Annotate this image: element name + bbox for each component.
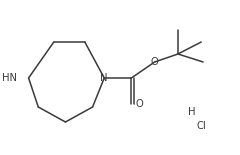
Text: Cl: Cl <box>196 121 206 131</box>
Text: H: H <box>188 107 195 117</box>
Text: O: O <box>135 99 143 109</box>
Text: N: N <box>101 73 108 83</box>
Text: O: O <box>151 57 159 67</box>
Text: HN: HN <box>2 73 17 83</box>
